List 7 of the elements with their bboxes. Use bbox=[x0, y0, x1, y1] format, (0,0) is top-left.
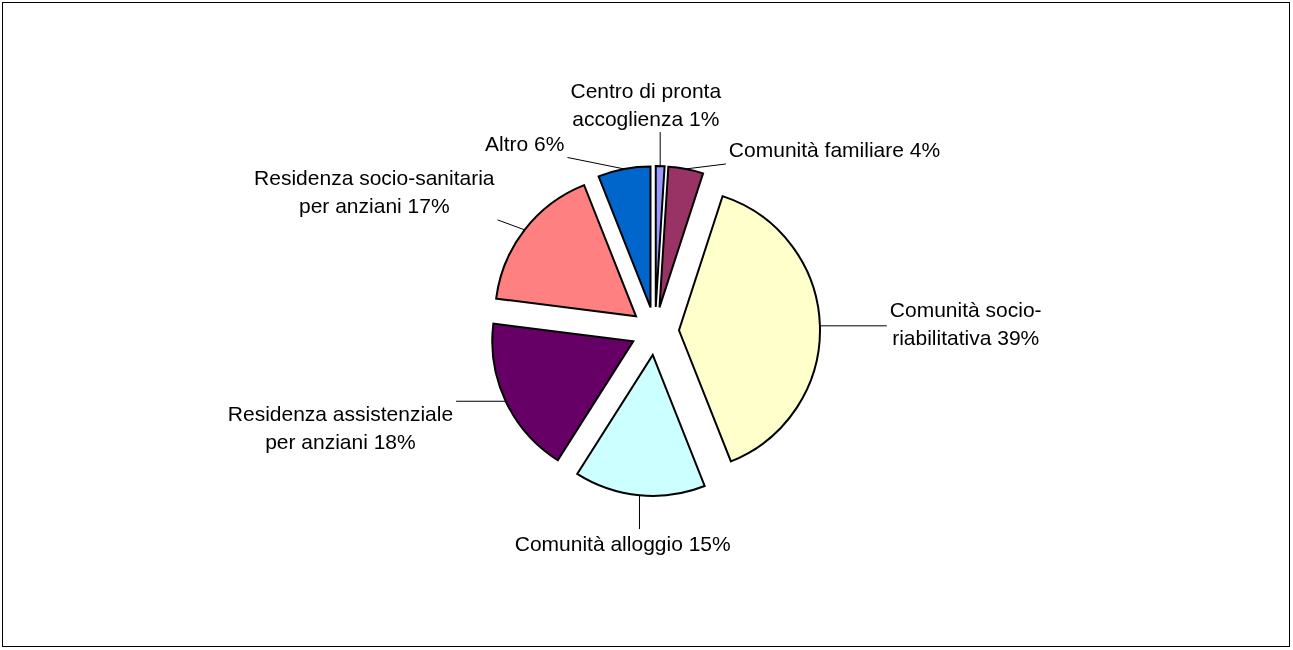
legend-label: Comunità alloggio 15% bbox=[514, 531, 731, 555]
slice-label: Altro 6% bbox=[485, 131, 565, 155]
slice-label: Residenza socio-sanitaria per anziani 17% bbox=[254, 166, 495, 218]
slice-label: Residenza assistenziale per anziani 18% bbox=[227, 402, 454, 454]
slice-label: Comunità socio-riabilitativa 39% bbox=[889, 298, 1042, 350]
slice-label: Comunità familiare 4% bbox=[728, 138, 941, 162]
slice-label: Centro di pronta accoglienza 1% bbox=[570, 78, 722, 130]
